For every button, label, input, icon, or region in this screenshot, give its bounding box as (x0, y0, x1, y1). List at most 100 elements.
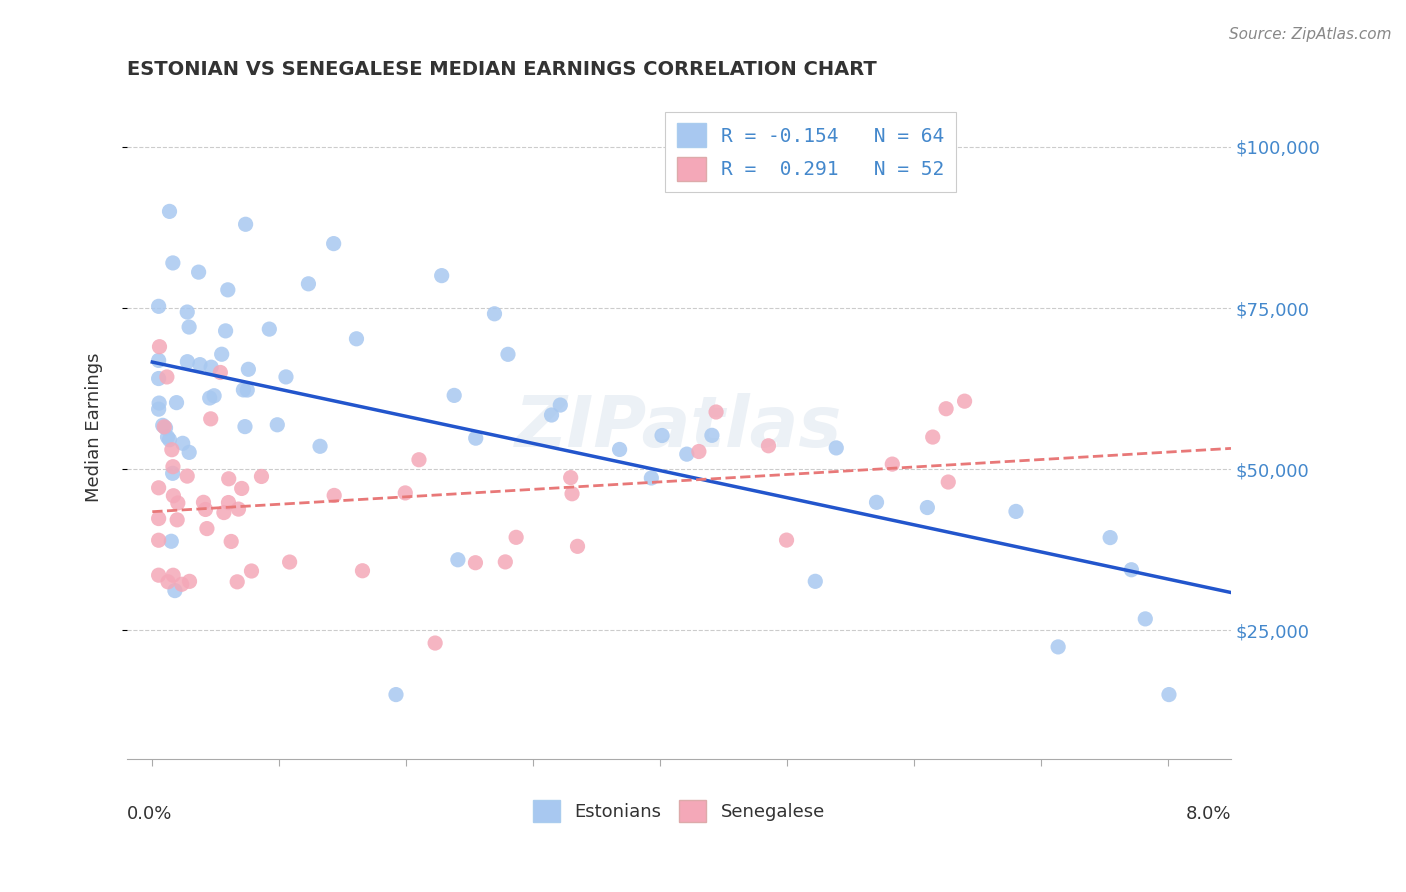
Point (882, 457, 904, 471)
Text: 8.0%: 8.0% (1185, 805, 1232, 823)
Point (423, 636, 446, 650)
Point (704, 405, 727, 419)
Point (162, 489, 184, 503)
Point (278, 555, 301, 569)
Point (176, 354, 198, 368)
Point (166, 395, 188, 409)
Point (385, 688, 408, 702)
Point (352, 564, 374, 578)
Point (640, 471, 662, 485)
Point (176, 469, 198, 483)
Point (917, 500, 939, 515)
Point (274, 370, 297, 384)
Point (228, 502, 250, 516)
Point (1121, 563, 1143, 577)
Point (166, 496, 188, 510)
Point (561, 487, 583, 501)
Point (155, 421, 177, 435)
Point (148, 353, 170, 368)
Point (675, 447, 697, 461)
Point (188, 358, 211, 372)
Point (148, 568, 170, 582)
Point (259, 322, 281, 336)
Point (226, 574, 249, 589)
Point (232, 383, 254, 397)
Point (148, 299, 170, 313)
Point (160, 442, 183, 457)
Point (609, 442, 631, 457)
Point (250, 469, 273, 483)
Point (865, 495, 887, 509)
Point (236, 383, 259, 397)
Text: 0.0%: 0.0% (127, 805, 173, 823)
Point (156, 370, 179, 384)
Point (153, 420, 176, 434)
Point (200, 360, 222, 375)
Point (484, 307, 506, 321)
Point (550, 398, 572, 412)
Point (211, 347, 233, 361)
Point (700, 428, 723, 442)
Point (238, 362, 260, 376)
Point (162, 568, 184, 582)
Point (1135, 612, 1157, 626)
Point (176, 305, 198, 319)
Point (156, 574, 179, 589)
Point (187, 265, 209, 279)
Point (266, 417, 288, 432)
Point (148, 533, 170, 548)
Point (464, 431, 486, 445)
Point (218, 472, 240, 486)
Point (148, 340, 170, 354)
Point (200, 412, 222, 426)
Point (921, 430, 943, 444)
Point (408, 452, 430, 467)
Point (447, 553, 470, 567)
Point (170, 577, 193, 591)
Point (235, 217, 257, 231)
Point (179, 574, 201, 589)
Point (217, 495, 239, 509)
Point (156, 430, 179, 444)
Point (217, 283, 239, 297)
Text: ESTONIAN VS SENEGALESE MEDIAN EARNINGS CORRELATION CHART: ESTONIAN VS SENEGALESE MEDIAN EARNINGS C… (127, 60, 877, 78)
Point (309, 439, 332, 453)
Point (162, 256, 184, 270)
Point (219, 534, 242, 549)
Point (804, 574, 827, 589)
Point (394, 486, 416, 500)
Point (825, 441, 848, 455)
Legend: Estonians, Senegalese: Estonians, Senegalese (526, 793, 832, 830)
Point (198, 391, 221, 405)
Point (148, 511, 170, 525)
Point (163, 583, 186, 598)
Point (651, 428, 673, 442)
Point (758, 439, 780, 453)
Point (496, 347, 519, 361)
Point (322, 236, 344, 251)
Point (212, 506, 235, 520)
Point (935, 401, 957, 416)
Point (1157, 688, 1180, 702)
Point (953, 394, 976, 409)
Point (148, 371, 170, 385)
Point (297, 277, 319, 291)
Point (464, 556, 486, 570)
Point (443, 388, 465, 402)
Point (179, 320, 201, 334)
Point (159, 204, 181, 219)
Point (231, 482, 253, 496)
Point (560, 470, 582, 484)
Point (179, 445, 201, 459)
Text: ZIPatlas: ZIPatlas (515, 392, 842, 462)
Text: Source: ZipAtlas.com: Source: ZipAtlas.com (1229, 27, 1392, 42)
Point (162, 459, 184, 474)
Point (148, 396, 170, 410)
Point (494, 555, 516, 569)
Point (159, 433, 181, 447)
Point (505, 530, 527, 544)
Point (540, 408, 562, 422)
Point (936, 475, 959, 489)
Point (160, 534, 183, 549)
Point (209, 366, 232, 380)
